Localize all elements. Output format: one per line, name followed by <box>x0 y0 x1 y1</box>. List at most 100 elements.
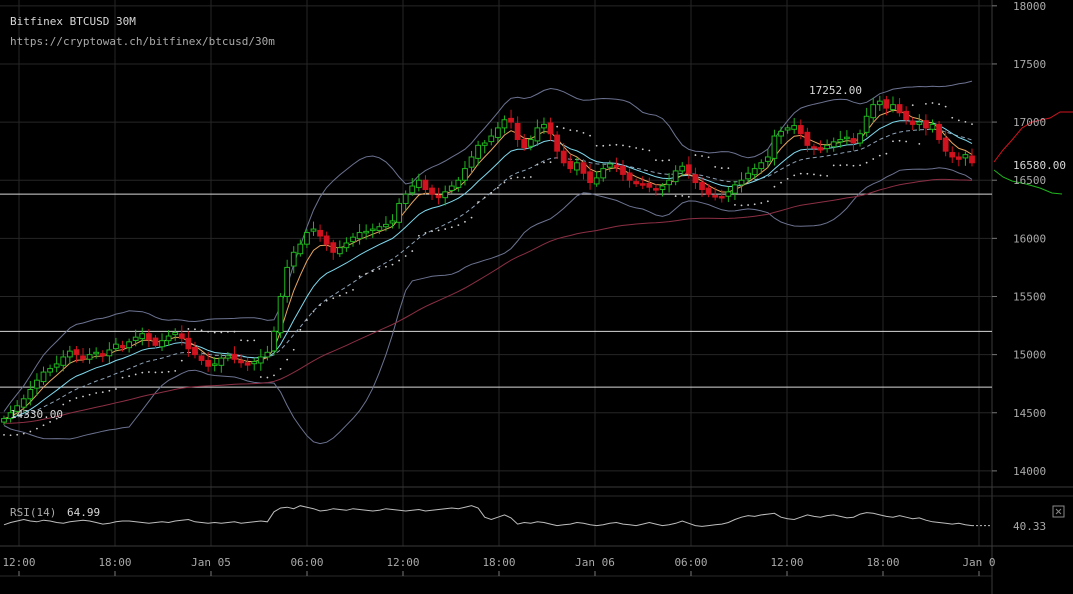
sar-dot <box>147 371 150 373</box>
time-tick-label: 18:00 <box>866 556 899 569</box>
candle-body <box>969 155 975 164</box>
sar-dot <box>62 403 65 406</box>
sar-dot <box>496 186 499 189</box>
sar-dot <box>628 145 631 148</box>
price-tick-label: 18000 <box>1013 0 1046 13</box>
candle-body <box>34 379 40 389</box>
candle-body <box>547 122 554 135</box>
candle-body <box>817 147 824 151</box>
candle-body <box>481 142 488 146</box>
candle-body <box>47 368 53 373</box>
sar-dot <box>312 310 315 313</box>
sar-dot <box>180 359 183 362</box>
bollinger-lower-line <box>3 167 973 445</box>
sar-dot <box>575 130 578 132</box>
sar-dot <box>187 328 190 330</box>
candle-body <box>639 183 646 186</box>
sar-dot <box>589 134 591 137</box>
sar-dot <box>562 127 565 130</box>
sar-dot <box>694 154 697 156</box>
price-tick-label: 14500 <box>1013 407 1046 420</box>
sar-dot <box>806 172 809 175</box>
candle-body <box>890 104 896 111</box>
sar-dot <box>101 391 104 394</box>
candle-body <box>541 123 547 129</box>
sar-dot <box>865 161 868 164</box>
sar-dot <box>398 259 401 262</box>
sar-dot <box>279 368 282 370</box>
sar-dot <box>529 176 532 178</box>
sar-dot <box>536 163 539 166</box>
close-icon[interactable] <box>1052 505 1065 518</box>
candle-body <box>666 179 672 186</box>
sar-dot <box>477 201 480 203</box>
sar-dot <box>957 119 960 122</box>
candle-body <box>198 355 205 361</box>
candle-body <box>580 162 587 174</box>
sar-dot <box>306 319 308 322</box>
candle-body <box>672 170 679 183</box>
candle-body <box>429 187 435 195</box>
candle-body <box>73 349 80 356</box>
candle-body <box>336 247 343 255</box>
sar-dot <box>213 331 216 334</box>
candle-body <box>962 154 969 159</box>
candle-body <box>119 345 126 349</box>
sar-dot <box>898 139 901 142</box>
candle-body <box>830 141 837 148</box>
time-tick-label: Jan 05 <box>191 556 231 569</box>
candle-body <box>758 162 765 170</box>
horizontal-levels <box>0 193 992 388</box>
indicator-lines <box>3 80 1073 445</box>
chart-source-url[interactable]: https://cryptowat.ch/bitfinex/btcusd/30m <box>10 35 275 48</box>
sar-dot <box>16 433 19 436</box>
sar-dot <box>266 376 269 379</box>
sar-dot <box>918 142 921 145</box>
candle-body <box>317 229 323 237</box>
candle-body <box>626 172 633 181</box>
sar-dot <box>582 131 585 134</box>
sar-dot <box>490 191 493 194</box>
sar-dot <box>385 265 387 268</box>
price-tick-label: 16500 <box>1013 174 1046 187</box>
candle-body <box>86 354 93 360</box>
candle-body <box>573 162 580 171</box>
sar-dot <box>655 159 657 162</box>
candle-body <box>850 138 857 144</box>
sar-dot <box>766 200 769 203</box>
candle-body <box>53 363 60 368</box>
candle-body <box>297 243 304 255</box>
candle-body <box>383 223 389 228</box>
candle-body <box>488 135 495 143</box>
sar-dot <box>859 164 861 167</box>
candle-body <box>369 228 376 232</box>
sar-dot <box>951 116 954 119</box>
candle-body <box>764 156 771 162</box>
sar-dot <box>799 172 802 175</box>
rsi-line <box>3 505 973 527</box>
sar-dot <box>510 177 512 180</box>
ema-fast-line <box>3 109 973 420</box>
sar-dot <box>450 226 453 229</box>
sar-dot <box>240 339 242 342</box>
sar-dot <box>332 297 335 300</box>
candle-body <box>257 356 264 364</box>
sar-dot <box>161 371 163 374</box>
candle-body <box>363 230 370 234</box>
sar-dot <box>82 395 84 398</box>
candle-body <box>20 398 27 408</box>
sar-dot <box>569 129 572 132</box>
sar-dot <box>556 125 559 128</box>
candle-body <box>771 135 778 159</box>
rsi-value: 64.99 <box>67 506 100 519</box>
sar-dot <box>108 389 111 392</box>
price-tick-label: 15000 <box>1013 349 1046 362</box>
candle-body <box>277 295 284 334</box>
candle-body <box>106 349 113 357</box>
candlesticks <box>1 95 975 425</box>
candle-body <box>284 266 291 297</box>
price-tick-label: 16000 <box>1013 232 1046 245</box>
candle-body <box>587 171 593 184</box>
sar-dot <box>720 167 723 169</box>
sar-dot <box>319 304 321 306</box>
